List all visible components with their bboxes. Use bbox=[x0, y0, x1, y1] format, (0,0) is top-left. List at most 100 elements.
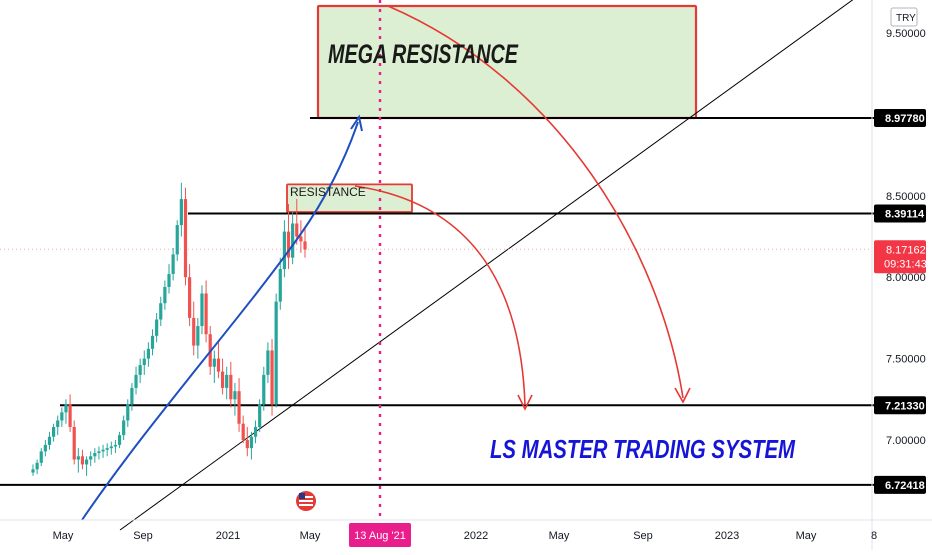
candle-body bbox=[122, 420, 126, 436]
blue-arrowhead bbox=[350, 114, 363, 132]
candle-body bbox=[204, 293, 208, 335]
candle-body bbox=[249, 436, 254, 449]
candle-body bbox=[192, 317, 196, 346]
candle-body bbox=[138, 365, 142, 375]
y-tick-label: 8.50000 bbox=[886, 191, 926, 203]
candle-body bbox=[233, 391, 237, 400]
candle-body bbox=[93, 453, 97, 457]
candle-body bbox=[295, 223, 299, 237]
candle-body bbox=[229, 374, 233, 400]
candle-body bbox=[253, 426, 258, 437]
candle-body bbox=[196, 326, 200, 346]
candle-body bbox=[291, 223, 295, 258]
candle-body bbox=[155, 319, 159, 336]
candle-body bbox=[68, 404, 72, 427]
ls-master-label: LS MASTER TRADING SYSTEM bbox=[490, 434, 796, 464]
x-tick-label: Sep bbox=[633, 530, 653, 542]
candle-body bbox=[179, 199, 183, 226]
candle-body bbox=[113, 444, 118, 447]
candle-body bbox=[188, 277, 192, 318]
level-tag-8-97780 bbox=[874, 109, 926, 128]
candle-body bbox=[245, 440, 249, 449]
candle-body bbox=[237, 391, 241, 424]
y-tick-label: 8.00000 bbox=[886, 272, 926, 284]
candle-body bbox=[43, 444, 47, 452]
candle-body bbox=[109, 446, 113, 449]
candle-body bbox=[175, 225, 179, 255]
candle-body bbox=[286, 231, 291, 258]
candle-body bbox=[303, 241, 307, 250]
candle-body bbox=[134, 374, 138, 388]
candle-body bbox=[60, 412, 64, 421]
candle-body bbox=[200, 293, 204, 327]
candle-body bbox=[101, 449, 105, 452]
candle-body bbox=[80, 456, 85, 465]
candle-body bbox=[97, 451, 101, 454]
candle-body bbox=[171, 254, 175, 274]
flag-canton bbox=[299, 493, 305, 499]
y-tick-label: 9.50000 bbox=[886, 28, 926, 40]
candle-body bbox=[146, 348, 150, 359]
current-price-tag bbox=[874, 240, 926, 274]
candle-body bbox=[282, 231, 286, 270]
candle-body bbox=[262, 374, 266, 405]
level-tag-8-97780-text: 8.97780 bbox=[885, 113, 925, 125]
candle-body bbox=[39, 451, 43, 463]
x-tick-label: May bbox=[549, 530, 570, 542]
x-tick-label: 2021 bbox=[216, 530, 240, 542]
currency-label: TRY bbox=[896, 13, 916, 24]
candle-body bbox=[270, 350, 274, 405]
countdown-text: 09:31:43 bbox=[884, 258, 927, 270]
candle-body bbox=[150, 335, 155, 349]
candle-body bbox=[278, 269, 282, 302]
candle-body bbox=[266, 350, 270, 375]
x-tick-label: May bbox=[53, 530, 74, 542]
candle-body bbox=[52, 426, 56, 437]
candle-body bbox=[163, 286, 167, 304]
candle-body bbox=[35, 462, 39, 470]
red-arrowhead-large bbox=[674, 387, 691, 404]
x-tick-label: May bbox=[796, 530, 817, 542]
candle-body bbox=[274, 301, 278, 405]
x-tick-label: 8 bbox=[871, 530, 877, 542]
y-tick-label: 7.50000 bbox=[886, 354, 926, 366]
level-tag-6-72418 bbox=[874, 475, 926, 494]
blue-arc-arrow bbox=[81, 121, 359, 521]
resistance-label: RESISTANCE bbox=[290, 185, 366, 199]
level-tag-8-39114-text: 8.39114 bbox=[885, 209, 925, 221]
candle-body bbox=[126, 404, 130, 421]
candle-body bbox=[159, 303, 163, 320]
candle-body bbox=[216, 358, 221, 372]
candle-body bbox=[84, 459, 89, 465]
flag-stripe bbox=[299, 500, 313, 502]
crosshair-date-tag bbox=[349, 523, 411, 547]
level-tag-7-21330-text: 7.21330 bbox=[885, 400, 925, 412]
candle-body bbox=[130, 387, 134, 405]
candle-body bbox=[72, 426, 76, 460]
level-tag-6-72418-text: 6.72418 bbox=[885, 480, 925, 492]
candle-body bbox=[258, 404, 262, 427]
candle-body bbox=[220, 371, 225, 388]
level-tag-7-21330 bbox=[874, 396, 926, 415]
x-tick-label: 2023 bbox=[715, 530, 739, 542]
candle-body bbox=[76, 456, 80, 460]
flag-stripe bbox=[299, 504, 313, 506]
x-tick-label: May bbox=[300, 530, 321, 542]
candle-body bbox=[31, 469, 35, 473]
candle-body bbox=[167, 273, 171, 287]
candle-body bbox=[142, 358, 146, 366]
candle-body bbox=[105, 448, 109, 450]
currency-badge[interactable] bbox=[890, 7, 918, 27]
red-arrowhead-small bbox=[517, 394, 533, 411]
candle-body bbox=[47, 436, 52, 445]
mega-resistance-label: MEGA RESISTANCE bbox=[328, 39, 519, 69]
level-tag-8-39114 bbox=[874, 204, 926, 223]
red-arc-arrow-small bbox=[354, 185, 526, 406]
candle-body bbox=[183, 199, 188, 278]
candle-body bbox=[225, 374, 229, 388]
candle-body bbox=[299, 236, 303, 242]
candle-body bbox=[64, 404, 68, 413]
x-tick-label: 2022 bbox=[464, 530, 488, 542]
